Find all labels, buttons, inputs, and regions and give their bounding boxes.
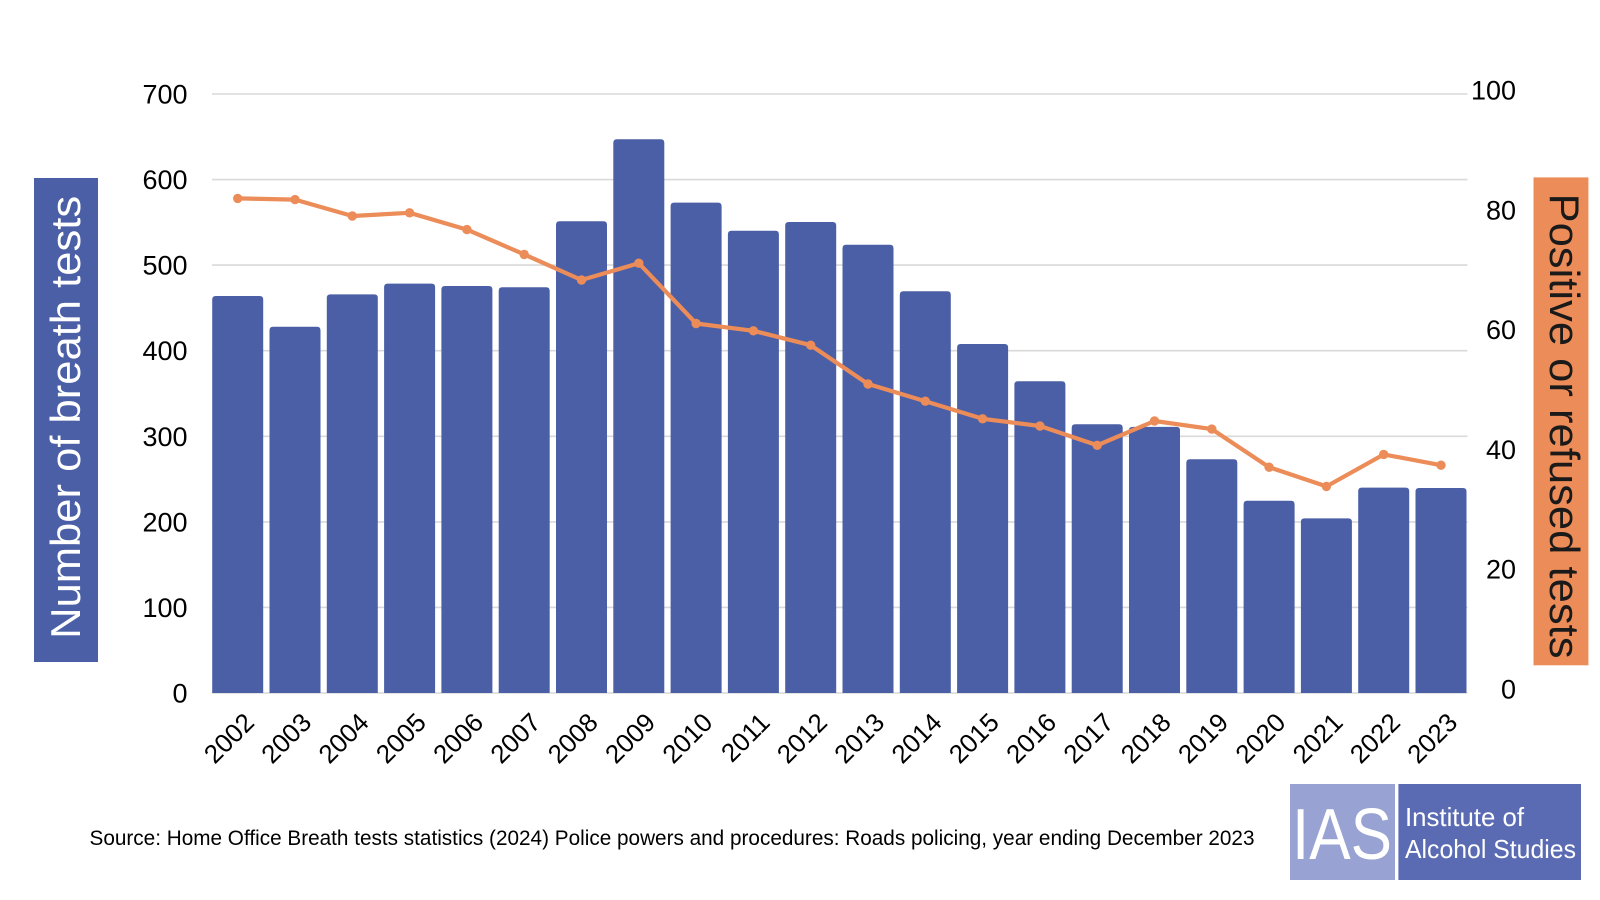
svg-text:Positive or refused tests: Positive or refused tests (1541, 194, 1588, 659)
svg-text:200: 200 (142, 507, 187, 537)
svg-text:100: 100 (142, 593, 187, 623)
svg-text:500: 500 (142, 251, 187, 281)
svg-text:0: 0 (1501, 675, 1516, 705)
svg-text:0: 0 (172, 679, 187, 709)
svg-text:80: 80 (1486, 195, 1516, 225)
svg-text:Number of breath tests: Number of breath tests (42, 196, 89, 639)
svg-text:Alcohol Studies: Alcohol Studies (1405, 834, 1576, 864)
svg-text:Institute of: Institute of (1405, 802, 1525, 832)
svg-text:IAS: IAS (1292, 795, 1392, 875)
svg-text:100: 100 (1471, 76, 1516, 106)
svg-text:700: 700 (142, 80, 187, 110)
svg-text:600: 600 (142, 165, 187, 195)
svg-text:Source: Home Office Breath tes: Source: Home Office Breath tests statist… (90, 826, 1255, 850)
svg-text:60: 60 (1486, 315, 1516, 345)
svg-text:400: 400 (142, 336, 187, 366)
svg-text:40: 40 (1486, 435, 1516, 465)
svg-text:20: 20 (1486, 555, 1516, 585)
svg-text:300: 300 (142, 422, 187, 452)
